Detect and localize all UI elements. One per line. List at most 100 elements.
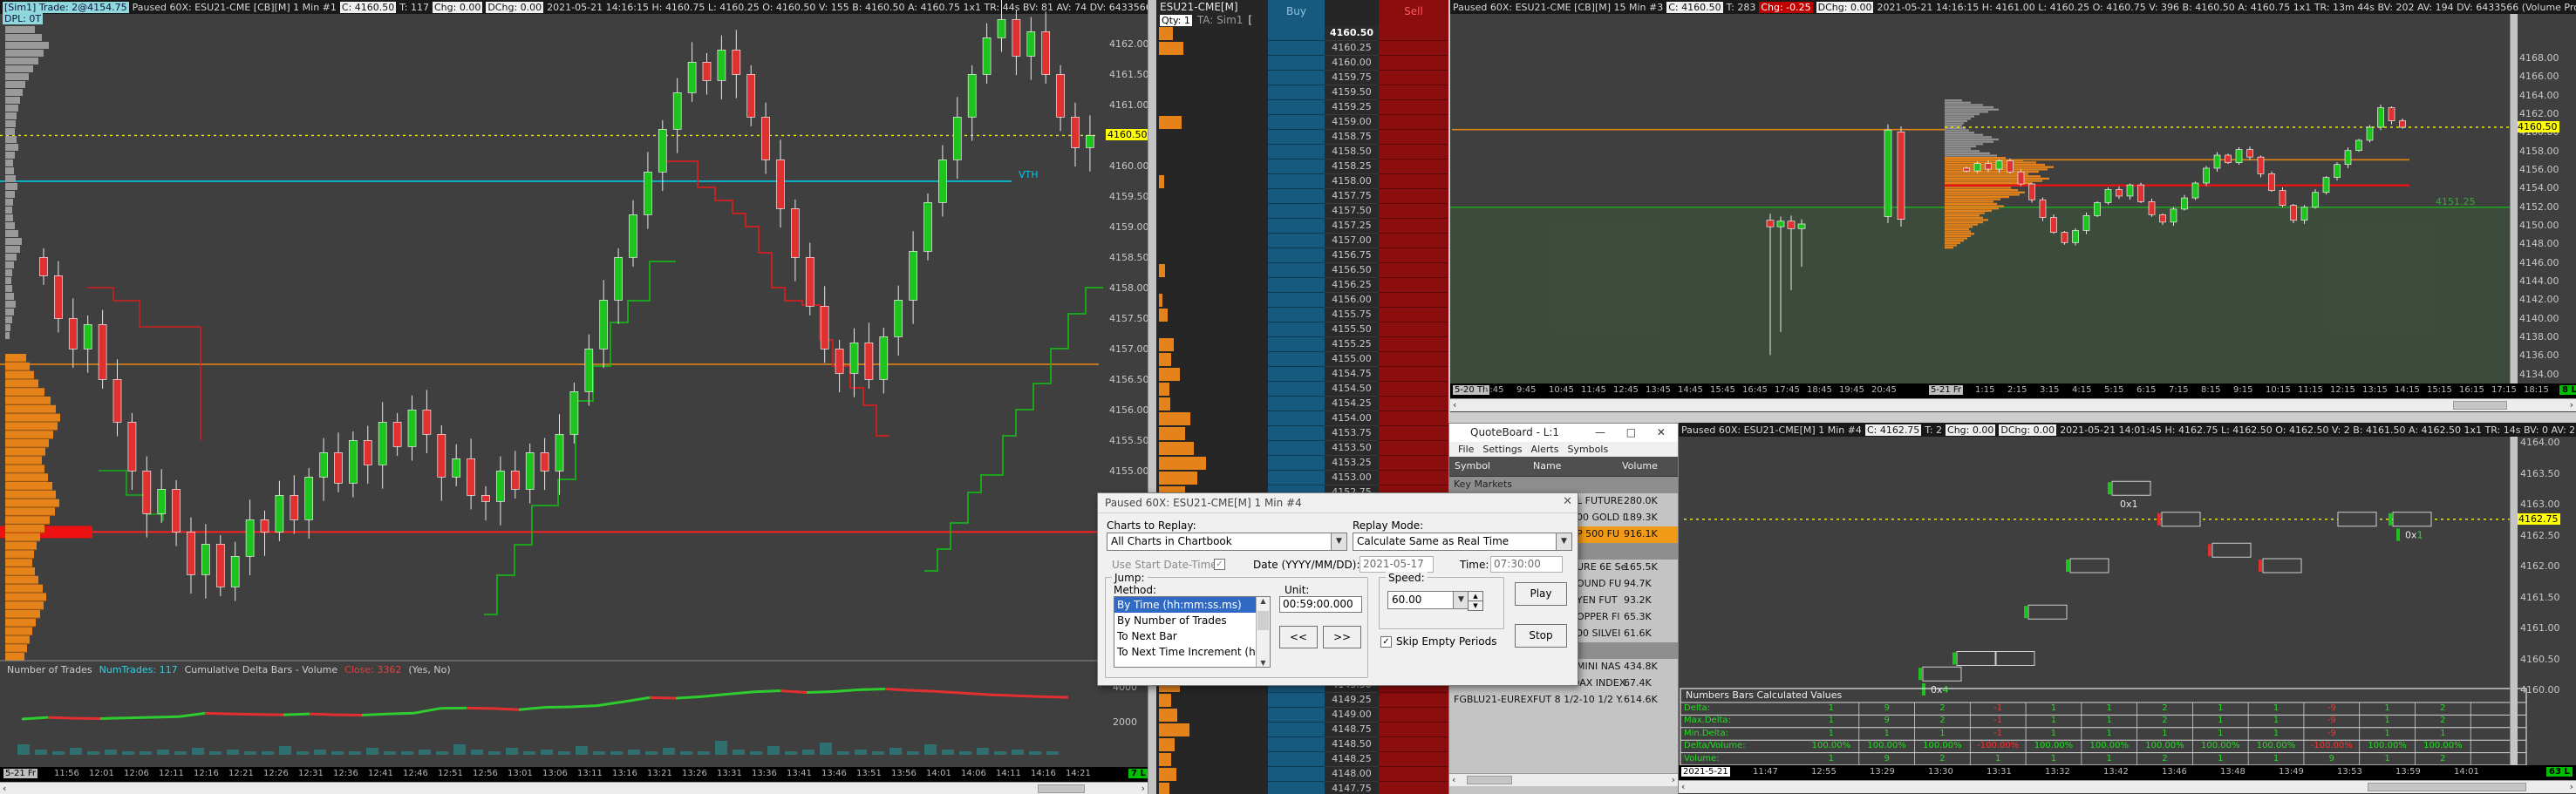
horizontal-scrollbar[interactable]: ‹ › xyxy=(0,782,1148,794)
dom-buy-cell[interactable] xyxy=(1268,693,1325,708)
jump-method-listbox[interactable]: By Time (hh:mm:ss.ms) By Number of Trades… xyxy=(1114,596,1271,668)
jump-back-button[interactable]: << xyxy=(1279,626,1318,648)
dom-sell-cell[interactable] xyxy=(1379,56,1448,71)
speed-down-spinner[interactable]: ▼ xyxy=(1468,601,1483,611)
scroll-left-arrow[interactable]: ‹ xyxy=(3,783,7,794)
replay-mode-select[interactable]: Calculate Same as Real Time ▼ xyxy=(1353,533,1572,551)
dom-buy-cell[interactable] xyxy=(1268,426,1325,441)
dom-buy-cell[interactable] xyxy=(1268,471,1325,485)
scroll-left-arrow[interactable]: ‹ xyxy=(1681,781,1686,792)
jump-method-option[interactable]: To Next Time Increment (h xyxy=(1117,646,1256,658)
dom-buy-cell[interactable] xyxy=(1268,337,1325,352)
dom-sell-cell[interactable] xyxy=(1379,737,1448,752)
dom-sell-cell[interactable] xyxy=(1379,441,1448,456)
dom-price-cell[interactable]: 4159.50 xyxy=(1325,85,1379,100)
dom-sell-cell[interactable] xyxy=(1379,26,1448,41)
dom-buy-cell[interactable] xyxy=(1268,723,1325,737)
dom-sell-cell[interactable] xyxy=(1379,71,1448,85)
dom-sell-cell[interactable] xyxy=(1379,322,1448,337)
jump-method-option[interactable]: By Time (hh:mm:ss.ms) xyxy=(1114,597,1257,613)
scroll-right-arrow[interactable]: › xyxy=(1671,774,1675,785)
quantity-field[interactable]: Qty: 1 xyxy=(1160,15,1192,26)
dom-sell-cell[interactable] xyxy=(1379,219,1448,234)
listbox-scrollbar[interactable]: ▲ ▼ xyxy=(1256,597,1270,667)
dom-price-cell[interactable]: 4158.50 xyxy=(1325,145,1379,159)
quote-row[interactable]: FGBLU21-EUREX FUT 8 1/2-10 1/2 Y. 614.6K xyxy=(1449,692,1678,709)
dom-sell-cell[interactable] xyxy=(1379,471,1448,485)
dom-price-cell[interactable]: 4159.25 xyxy=(1325,100,1379,115)
jump-method-option[interactable]: By Number of Trades xyxy=(1117,614,1227,627)
time-axis[interactable]: 2021-5-21 11:47 12:55 13:29 13:30 13:31 13:32 1… xyxy=(1679,765,2576,780)
dom-buy-cell[interactable] xyxy=(1268,708,1325,723)
dom-price-cell[interactable]: 4160.00 xyxy=(1325,56,1379,71)
dom-price-cell[interactable]: 4156.50 xyxy=(1325,263,1379,278)
dom-price-cell[interactable]: 4156.25 xyxy=(1325,278,1379,293)
dom-sell-cell[interactable] xyxy=(1379,782,1448,794)
scroll-right-arrow[interactable]: › xyxy=(2569,399,2573,411)
scroll-left-arrow[interactable]: ‹ xyxy=(1453,399,1457,411)
chart-panel-replay-1min[interactable]: Paused 60X: ESU21-CME[M] 1 Min #4 C: 4162… xyxy=(1679,423,2576,794)
dom-price-cell[interactable]: 4156.75 xyxy=(1325,248,1379,263)
replay-dialog-title[interactable]: Paused 60X: ESU21-CME[M] 1 Min #4 xyxy=(1098,493,1578,513)
dom-sell-cell[interactable] xyxy=(1379,693,1448,708)
chevron-down-icon[interactable]: ▼ xyxy=(1331,533,1346,550)
dom-price-cell[interactable]: 4160.25 xyxy=(1325,41,1379,56)
dom-price-cell[interactable]: 4158.75 xyxy=(1325,130,1379,145)
dom-buy-cell[interactable] xyxy=(1268,737,1325,752)
dom-sell-cell[interactable] xyxy=(1379,337,1448,352)
menu-item-alerts[interactable]: Alerts xyxy=(1530,444,1559,455)
buy-column-header[interactable]: Buy xyxy=(1268,0,1325,26)
dom-sell-cell[interactable] xyxy=(1379,174,1448,189)
dom-buy-cell[interactable] xyxy=(1268,234,1325,248)
dom-sell-cell[interactable] xyxy=(1379,767,1448,782)
chevron-down-icon[interactable]: ▼ xyxy=(1453,592,1469,608)
stop-button[interactable]: Stop xyxy=(1515,624,1567,648)
dom-price-cell[interactable]: 4153.25 xyxy=(1325,456,1379,471)
dom-sell-cell[interactable] xyxy=(1379,85,1448,100)
dom-buy-cell[interactable] xyxy=(1268,219,1325,234)
dom-buy-cell[interactable] xyxy=(1268,248,1325,263)
dom-price-cell[interactable]: 4159.00 xyxy=(1325,115,1379,130)
horizontal-scrollbar[interactable]: ‹ › xyxy=(1679,780,2576,793)
chart-panel-15min[interactable]: Paused 60X: ESU21-CME [CB][M] 15 Min #3 C… xyxy=(1450,0,2576,412)
play-button[interactable]: Play xyxy=(1515,582,1567,606)
scale-divider[interactable] xyxy=(2510,437,2518,767)
scroll-thumb[interactable] xyxy=(2453,401,2507,410)
speed-select[interactable]: 60.00 ▼ xyxy=(1387,591,1469,609)
dom-price-cell[interactable]: 4149.25 xyxy=(1325,693,1379,708)
dom-price-cell[interactable]: 4148.25 xyxy=(1325,752,1379,767)
time-field[interactable]: 07:30:00 xyxy=(1490,556,1563,573)
dom-buy-cell[interactable] xyxy=(1268,174,1325,189)
dom-price-cell[interactable]: 4159.75 xyxy=(1325,71,1379,85)
dom-buy-cell[interactable] xyxy=(1268,456,1325,471)
menu-item-settings[interactable]: Settings xyxy=(1482,444,1523,455)
dom-buy-cell[interactable] xyxy=(1268,308,1325,322)
dom-buy-cell[interactable] xyxy=(1268,382,1325,397)
dom-buy-cell[interactable] xyxy=(1268,752,1325,767)
dom-sell-cell[interactable] xyxy=(1379,456,1448,471)
scroll-thumb[interactable] xyxy=(2368,783,2526,791)
jump-forward-button[interactable]: >> xyxy=(1323,626,1361,648)
dom-buy-cell[interactable] xyxy=(1268,397,1325,411)
skip-empty-periods-checkbox[interactable]: ✓ xyxy=(1380,636,1392,648)
dom-price-cell[interactable]: 4148.75 xyxy=(1325,723,1379,737)
dom-buy-cell[interactable] xyxy=(1268,189,1325,204)
dom-buy-cell[interactable] xyxy=(1268,41,1325,56)
dom-price-cell[interactable]: 4154.00 xyxy=(1325,411,1379,426)
dom-sell-cell[interactable] xyxy=(1379,278,1448,293)
dom-sell-cell[interactable] xyxy=(1379,145,1448,159)
dom-buy-cell[interactable] xyxy=(1268,293,1325,308)
date-field[interactable]: 2021-05-17 xyxy=(1360,556,1434,573)
dom-buy-cell[interactable] xyxy=(1268,100,1325,115)
dom-price-cell[interactable]: 4154.50 xyxy=(1325,382,1379,397)
dom-price-cell[interactable]: 4148.50 xyxy=(1325,737,1379,752)
dom-sell-cell[interactable] xyxy=(1379,352,1448,367)
charts-to-replay-select[interactable]: All Charts in Chartbook ▼ xyxy=(1107,533,1347,551)
dom-price-cell[interactable]: 4156.00 xyxy=(1325,293,1379,308)
scroll-thumb[interactable] xyxy=(1467,776,1512,784)
column-header-name[interactable]: Name xyxy=(1533,460,1562,472)
dom-sell-cell[interactable] xyxy=(1379,426,1448,441)
dom-sell-cell[interactable] xyxy=(1379,100,1448,115)
dom-price-cell[interactable]: 4153.75 xyxy=(1325,426,1379,441)
scroll-right-arrow[interactable]: › xyxy=(1141,783,1145,794)
